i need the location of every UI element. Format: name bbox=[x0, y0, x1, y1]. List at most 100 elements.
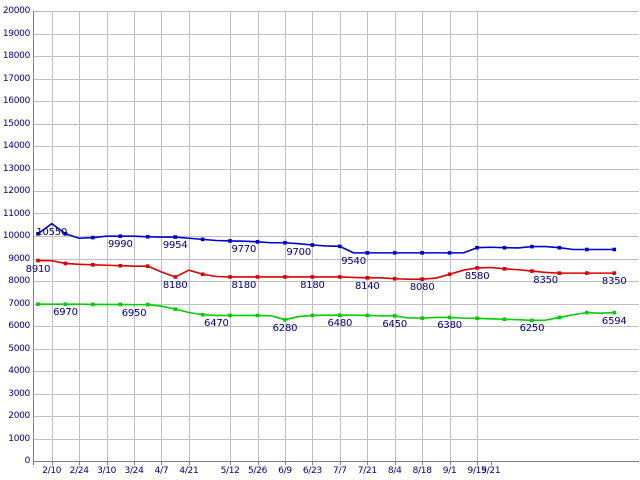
y-axis-tick-label: 19000 bbox=[2, 28, 30, 39]
x-axis-tick-label: 5/12 bbox=[220, 466, 240, 476]
data-point-marker-blue bbox=[420, 251, 424, 255]
data-point-marker-green bbox=[255, 313, 260, 318]
data-point-value-label: 9540 bbox=[341, 255, 366, 267]
data-point-marker-blue bbox=[475, 245, 479, 250]
y-axis-tick-label: 1000 bbox=[8, 433, 30, 444]
data-point-marker-red bbox=[145, 264, 150, 268]
y-axis-tick-label: 4000 bbox=[8, 366, 30, 376]
data-point-marker-green bbox=[475, 316, 479, 321]
data-point-marker-green bbox=[392, 314, 397, 318]
data-point-marker-red bbox=[173, 275, 177, 279]
data-point-marker-green bbox=[530, 318, 534, 323]
x-axis-tick-label: 9/15 bbox=[467, 466, 487, 476]
data-point-marker-red bbox=[557, 271, 562, 275]
y-axis-tick-label: 18000 bbox=[2, 51, 30, 61]
data-point-marker-green bbox=[173, 307, 177, 311]
x-axis-tick-label: 5/26 bbox=[248, 466, 268, 476]
data-point-marker-green bbox=[310, 313, 315, 318]
data-point-marker-green bbox=[145, 302, 150, 307]
data-point-marker-green bbox=[585, 310, 589, 315]
data-point-value-label: 6480 bbox=[327, 318, 353, 330]
data-point-marker-green bbox=[283, 317, 287, 322]
data-point-marker-red bbox=[612, 271, 617, 275]
data-point-marker-green bbox=[118, 302, 123, 307]
data-point-marker-green bbox=[365, 313, 370, 318]
x-axis-tick-label: 7/21 bbox=[357, 466, 377, 476]
x-axis-tick-label: 2/24 bbox=[69, 466, 89, 476]
x-axis-tick-label: 4/21 bbox=[179, 466, 199, 476]
data-point-value-label: 10550 bbox=[36, 226, 68, 238]
x-axis-tick-label: 9/1 bbox=[442, 466, 457, 476]
data-point-value-label: 8080 bbox=[409, 282, 435, 294]
x-axis-tick-label: 2/10 bbox=[42, 466, 62, 476]
y-axis-tick-label: 3000 bbox=[8, 388, 30, 399]
data-point-marker-red bbox=[200, 272, 205, 277]
data-point-value-label: 6970 bbox=[53, 307, 78, 319]
series-red bbox=[36, 258, 617, 281]
y-axis-tick-label: 2000 bbox=[8, 411, 30, 421]
data-point-value-label: 6594 bbox=[601, 315, 627, 327]
data-point-marker-blue bbox=[557, 245, 562, 250]
series-line-red bbox=[37, 259, 615, 281]
x-axis-tick-label: 3/24 bbox=[124, 466, 144, 476]
data-point-marker-green bbox=[338, 313, 342, 317]
y-axis-tick-label: 8000 bbox=[8, 276, 30, 286]
data-point-marker-blue bbox=[365, 251, 370, 255]
data-point-marker-red bbox=[63, 261, 68, 266]
y-axis-tick-label: 5000 bbox=[8, 343, 30, 354]
data-point-marker-blue bbox=[310, 243, 315, 247]
y-axis-tick-label: 9000 bbox=[8, 253, 30, 264]
data-point-value-label: 6450 bbox=[382, 318, 408, 330]
y-axis-tick-label: 16000 bbox=[2, 96, 30, 106]
data-point-marker-green bbox=[228, 313, 232, 318]
data-point-marker-green bbox=[612, 310, 617, 315]
data-point-value-label: 9954 bbox=[162, 240, 188, 252]
data-point-marker-red bbox=[530, 269, 534, 273]
data-point-marker-green bbox=[447, 315, 452, 320]
data-point-marker-red bbox=[255, 275, 260, 279]
x-axis-tick-label: 8/18 bbox=[412, 466, 432, 476]
data-point-value-label: 9700 bbox=[286, 246, 311, 258]
series-green bbox=[36, 302, 617, 323]
data-point-marker-blue bbox=[530, 244, 534, 249]
x-tick-marks bbox=[52, 461, 492, 465]
x-axis-tick-label: 7/7 bbox=[333, 466, 347, 476]
y-axis-tick-label: 20000 bbox=[2, 6, 30, 16]
data-point-marker-red bbox=[118, 263, 123, 268]
data-point-marker-red bbox=[91, 263, 95, 267]
series-blue bbox=[36, 222, 617, 255]
y-axis-tick-label: 17000 bbox=[2, 73, 30, 84]
data-point-marker-blue bbox=[145, 234, 150, 239]
series-line-green bbox=[38, 303, 615, 322]
data-point-marker-blue bbox=[283, 240, 287, 245]
data-point-value-label: 6280 bbox=[272, 322, 298, 334]
data-point-marker-red bbox=[585, 271, 589, 275]
data-point-value-label: 8180 bbox=[162, 279, 188, 291]
data-point-value-label: 6380 bbox=[437, 320, 462, 332]
data-point-value-label: 8580 bbox=[464, 270, 490, 282]
data-point-value-label: 6470 bbox=[204, 318, 229, 330]
y-axis-tick-label: 13000 bbox=[2, 163, 30, 174]
data-point-marker-red bbox=[420, 277, 424, 281]
data-point-marker-blue bbox=[255, 240, 260, 244]
data-point-marker-green bbox=[36, 302, 40, 306]
data-point-marker-blue bbox=[392, 251, 397, 255]
data-point-value-label: 8180 bbox=[231, 279, 257, 291]
x-axis-tick-label: 6/23 bbox=[302, 466, 322, 476]
data-point-marker-blue bbox=[91, 235, 95, 240]
data-point-marker-red bbox=[338, 275, 342, 279]
data-point-value-label: 8910 bbox=[25, 263, 51, 275]
x-axis-tick-label: 4/7 bbox=[154, 466, 169, 476]
data-point-marker-blue bbox=[612, 247, 617, 252]
data-point-marker-red bbox=[228, 275, 232, 279]
data-point-marker-blue bbox=[338, 244, 342, 249]
x-axis-tick-label: 8/4 bbox=[387, 466, 402, 476]
data-point-marker-blue bbox=[585, 247, 589, 252]
data-point-value-label: 9770 bbox=[231, 244, 257, 256]
data-point-marker-green bbox=[200, 312, 205, 317]
data-point-marker-blue bbox=[36, 231, 40, 236]
x-axis-tick-label: 6/9 bbox=[278, 466, 292, 476]
data-point-value-label: 8350 bbox=[601, 276, 627, 288]
data-point-marker-green bbox=[63, 302, 68, 306]
